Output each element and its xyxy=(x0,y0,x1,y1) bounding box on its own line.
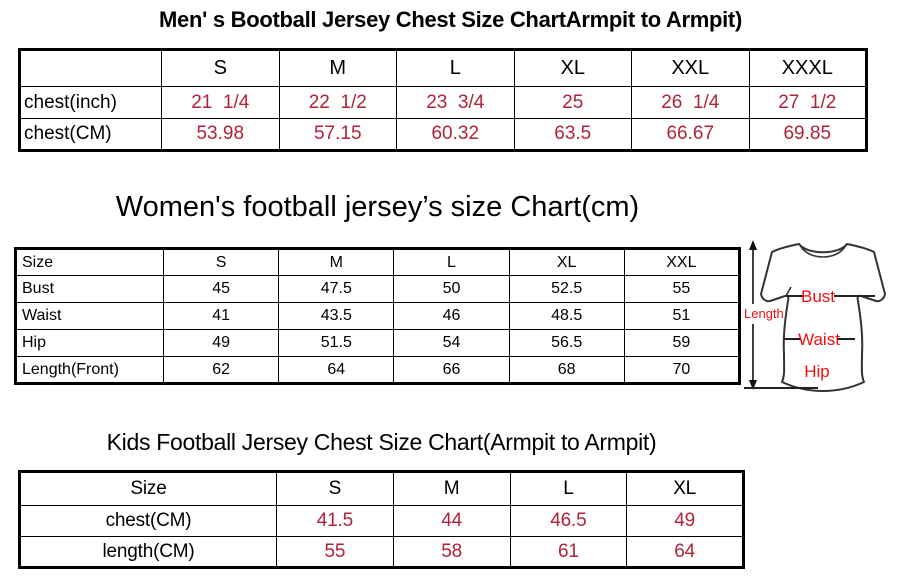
row-label: Bust xyxy=(15,275,164,303)
womens-size-header: XL xyxy=(508,248,625,276)
womens-size-header: XXL xyxy=(623,248,741,276)
table-cell: 52.5 xyxy=(508,275,625,303)
table-cell: 45 xyxy=(162,275,280,303)
womens-chart-title: Women's football jersey’s size Chart(cm) xyxy=(115,191,640,223)
waist-label: Waist xyxy=(798,330,840,349)
table-cell: 41 xyxy=(162,302,280,330)
row-label: Hip xyxy=(15,329,164,357)
row-label: Length(Front) xyxy=(15,356,164,384)
table-cell: 68 xyxy=(508,356,625,384)
bust-label: Bust xyxy=(801,287,835,306)
table-cell: 70 xyxy=(623,356,741,384)
length-arrowhead-down xyxy=(749,380,757,390)
kids-size-table: Size S M L XL chest(CM) 41.5 44 46.5 49 … xyxy=(18,470,745,569)
length-label: Length xyxy=(744,306,784,321)
table-cell: 64 xyxy=(626,536,744,568)
kids-size-header: M xyxy=(392,471,511,506)
table-cell: 43.5 xyxy=(278,302,395,330)
table-cell: 50 xyxy=(393,275,510,303)
mens-chart-title: Men' s Bootball Jersey Chest Size ChartA… xyxy=(159,7,742,32)
table-cell: 51.5 xyxy=(278,329,395,357)
table-cell: 64 xyxy=(278,356,395,384)
table-cell: 25 xyxy=(513,86,632,119)
womens-size-header: S xyxy=(162,248,280,276)
table-cell: 59 xyxy=(623,329,741,357)
kids-size-header: Size xyxy=(19,471,277,506)
womens-size-header: M xyxy=(278,248,395,276)
table-cell: 46.5 xyxy=(509,505,628,537)
row-label: chest(CM) xyxy=(19,505,277,537)
table-cell: 63.5 xyxy=(513,118,632,151)
womens-bust-row: Bust 45 47.5 50 52.5 55 xyxy=(15,275,741,303)
row-label: length(CM) xyxy=(19,536,277,568)
table-cell: 49 xyxy=(626,505,744,537)
kids-size-header: S xyxy=(276,471,394,506)
mens-size-header: XXXL xyxy=(748,49,867,87)
table-cell: 56.5 xyxy=(508,329,625,357)
table-cell: 55 xyxy=(623,275,741,303)
row-label: chest(inch) xyxy=(19,86,162,119)
table-cell: 61 xyxy=(509,536,628,568)
row-label: chest(CM) xyxy=(19,118,162,151)
table-cell: 62 xyxy=(162,356,280,384)
mens-chest-cm-row: chest(CM) 53.98 57.15 60.32 63.5 66.67 6… xyxy=(19,118,867,151)
table-cell: 60.32 xyxy=(396,118,515,151)
kids-chest-row: chest(CM) 41.5 44 46.5 49 xyxy=(19,505,744,537)
table-cell: 55 xyxy=(276,536,394,568)
tshirt-measurement-diagram: Length Bust Waist Hip xyxy=(744,240,886,392)
kids-size-header: XL xyxy=(626,471,744,506)
kids-size-header: L xyxy=(509,471,628,506)
table-cell: 44 xyxy=(392,505,511,537)
mens-size-header: M xyxy=(278,49,397,87)
table-cell: 57.15 xyxy=(278,118,397,151)
hip-label: Hip xyxy=(804,362,830,381)
table-cell: 49 xyxy=(162,329,280,357)
table-cell: 26 1/4 xyxy=(631,86,750,119)
table-cell: 23 3/4 xyxy=(396,86,515,119)
table-cell: 66.67 xyxy=(631,118,750,151)
table-cell: 51 xyxy=(623,302,741,330)
table-cell: 58 xyxy=(392,536,511,568)
tshirt-outline xyxy=(760,243,886,392)
row-label: Waist xyxy=(15,302,164,330)
table-cell: 41.5 xyxy=(276,505,394,537)
mens-header-row: S M L XL XXL XXXL xyxy=(19,49,867,87)
table-cell: 27 1/2 xyxy=(748,86,867,119)
mens-size-header: XXL xyxy=(631,49,750,87)
mens-size-header: XL xyxy=(513,49,632,87)
womens-header-row: Size S M L XL XXL xyxy=(15,248,741,276)
mens-size-header: S xyxy=(161,49,280,87)
kids-header-row: Size S M L XL xyxy=(19,471,744,506)
kids-chart-title: Kids Football Jersey Chest Size Chart(Ar… xyxy=(106,429,657,455)
mens-corner-cell xyxy=(19,49,162,87)
length-arrowhead-up xyxy=(749,240,757,250)
womens-hip-row: Hip 49 51.5 54 56.5 59 xyxy=(15,329,741,357)
womens-length-row: Length(Front) 62 64 66 68 70 xyxy=(15,356,741,384)
mens-size-header: L xyxy=(396,49,515,87)
table-cell: 22 1/2 xyxy=(278,86,397,119)
table-cell: 46 xyxy=(393,302,510,330)
mens-chest-inch-row: chest(inch) 21 1/4 22 1/2 23 3/4 25 26 1… xyxy=(19,86,867,119)
table-cell: 53.98 xyxy=(161,118,280,151)
womens-size-header: Size xyxy=(15,248,164,276)
table-cell: 54 xyxy=(393,329,510,357)
table-cell: 48.5 xyxy=(508,302,625,330)
table-cell: 69.85 xyxy=(748,118,867,151)
collar-inner-line xyxy=(799,244,847,258)
womens-size-table: Size S M L XL XXL Bust 45 47.5 50 52.5 5… xyxy=(14,247,741,385)
table-cell: 21 1/4 xyxy=(161,86,280,119)
womens-size-header: L xyxy=(393,248,510,276)
table-cell: 66 xyxy=(393,356,510,384)
mens-size-table: S M L XL XXL XXXL chest(inch) 21 1/4 22 … xyxy=(18,48,868,152)
armpit-seam-left xyxy=(785,286,792,297)
table-cell: 47.5 xyxy=(278,275,395,303)
womens-waist-row: Waist 41 43.5 46 48.5 51 xyxy=(15,302,741,330)
kids-length-row: length(CM) 55 58 61 64 xyxy=(19,536,744,568)
